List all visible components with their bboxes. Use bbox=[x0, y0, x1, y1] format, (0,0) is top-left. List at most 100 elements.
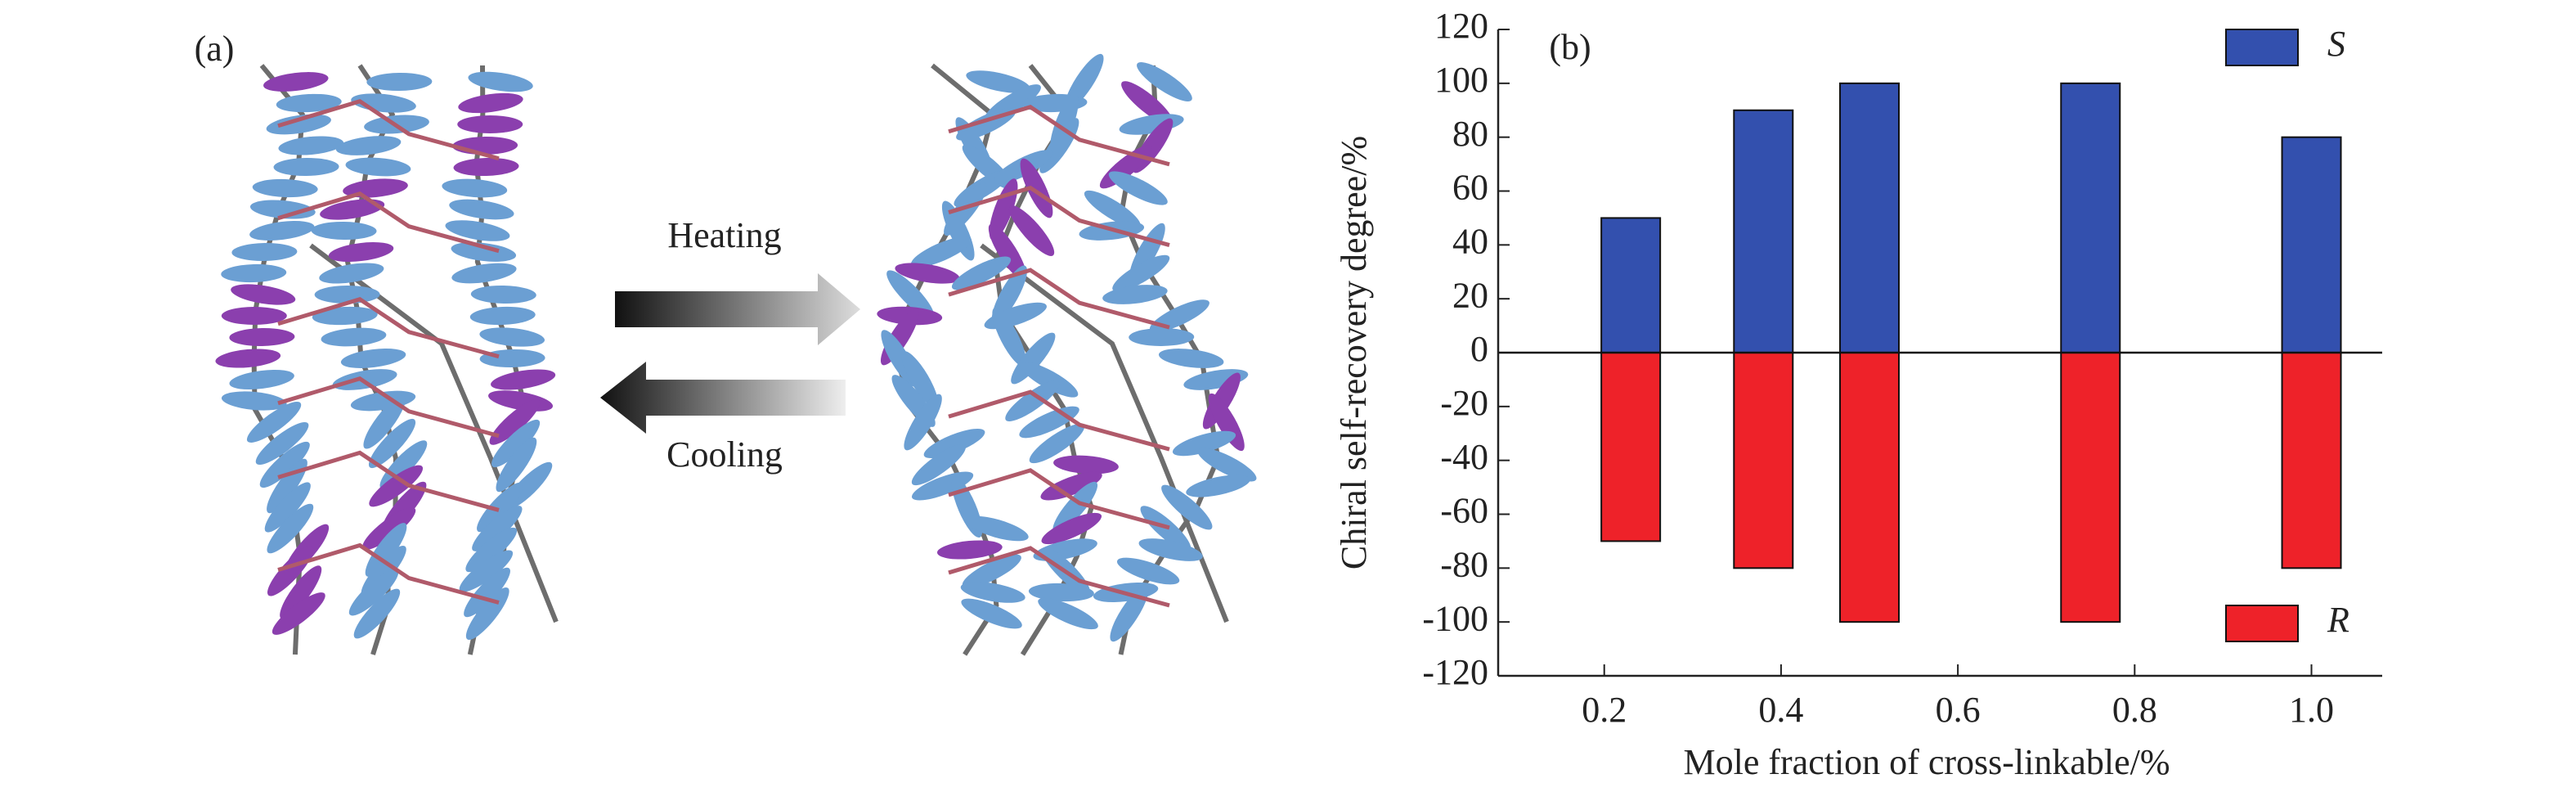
mesogen-purple bbox=[895, 263, 960, 284]
cross-link bbox=[948, 468, 1170, 530]
mesogen-purple bbox=[1121, 81, 1174, 125]
bar bbox=[1600, 352, 1662, 542]
mesogen-blue bbox=[904, 394, 942, 451]
bar bbox=[2281, 136, 2342, 354]
bar bbox=[1733, 109, 1794, 353]
mesogen-blue bbox=[366, 72, 433, 92]
y-tick-label: 120 bbox=[1434, 6, 1488, 46]
illustration bbox=[215, 53, 1257, 656]
mesogen-blue bbox=[960, 582, 1025, 603]
mesogen-blue bbox=[1110, 585, 1149, 642]
mesogen-blue bbox=[992, 308, 1026, 367]
mesogen-blue bbox=[255, 421, 309, 466]
mesogen-blue bbox=[221, 263, 287, 283]
y-tick-label: -80 bbox=[1440, 544, 1488, 584]
mesogen-blue bbox=[273, 157, 339, 177]
mesogen-blue bbox=[451, 263, 517, 284]
mesogen-blue bbox=[1138, 538, 1203, 561]
mesogen-blue bbox=[1108, 171, 1168, 205]
cross-link bbox=[277, 297, 500, 359]
x-tick-label: 1.0 bbox=[2289, 690, 2334, 730]
cross-link bbox=[948, 268, 1170, 330]
mesogen-purple bbox=[457, 115, 523, 134]
mesogen-blue bbox=[1116, 557, 1180, 585]
mesogen-blue bbox=[278, 136, 344, 155]
cross-link bbox=[277, 99, 500, 161]
mesogen-purple bbox=[489, 399, 541, 445]
y-tick-label: 0 bbox=[1470, 329, 1488, 369]
mesogen-purple bbox=[221, 306, 287, 326]
mesogen-blue bbox=[449, 199, 514, 220]
mesogen-purple bbox=[229, 327, 295, 347]
x-tick-label: 0.4 bbox=[1758, 690, 1803, 730]
mesogen-blue bbox=[1084, 190, 1141, 229]
mesogen-blue bbox=[321, 327, 387, 347]
mesogen-purple bbox=[988, 223, 1027, 281]
mesogen-purple bbox=[1008, 205, 1055, 256]
heating-label: Heating bbox=[667, 215, 781, 255]
x-tick-label: 0.2 bbox=[1582, 690, 1627, 730]
mesogen-blue bbox=[348, 569, 399, 616]
legend-label: S bbox=[2327, 24, 2345, 64]
y-axis-label: Chiral self-recovery degree/% bbox=[1334, 136, 1374, 569]
mesogen-blue bbox=[314, 285, 380, 304]
mesogen-blue bbox=[335, 136, 402, 155]
mesogen-purple bbox=[231, 284, 296, 305]
bar bbox=[1600, 217, 1662, 353]
mesogen-blue bbox=[249, 200, 316, 219]
mesogen-blue bbox=[923, 428, 985, 459]
mesogen-blue bbox=[276, 93, 342, 113]
mesogen-blue bbox=[1158, 349, 1224, 368]
x-axis-label: Mole fraction of cross-linkable/% bbox=[1683, 742, 2170, 782]
mesogen-blue bbox=[479, 327, 545, 347]
y-tick-label: 60 bbox=[1452, 168, 1488, 208]
mesogen-blue bbox=[1005, 380, 1060, 421]
cooling-arrow bbox=[600, 362, 846, 434]
mesogen-blue bbox=[472, 506, 523, 551]
mesogen-blue bbox=[470, 285, 536, 304]
mesogen-blue bbox=[379, 440, 428, 489]
mesogen-blue bbox=[1129, 327, 1195, 347]
mesogen-purple bbox=[320, 199, 385, 220]
x-tick-label: 0.6 bbox=[1936, 690, 1981, 730]
mesogen-blue bbox=[266, 114, 331, 135]
mesogen-blue bbox=[1197, 448, 1257, 482]
cross-link bbox=[948, 105, 1170, 167]
mesogen-blue bbox=[1038, 597, 1098, 630]
mesogen-blue bbox=[477, 482, 523, 533]
mesogen-purple bbox=[272, 592, 325, 635]
polymer-strand bbox=[980, 243, 1229, 623]
mesogen-blue bbox=[252, 178, 318, 198]
y-tick-label: 100 bbox=[1434, 60, 1488, 100]
heating-arrow bbox=[615, 273, 860, 345]
mesogen-blue bbox=[246, 402, 302, 443]
mesogen-blue bbox=[1011, 332, 1056, 385]
mesogen-blue bbox=[1149, 299, 1209, 332]
legend-label: R bbox=[2327, 600, 2349, 640]
bar bbox=[2060, 82, 2121, 353]
mesogen-purple bbox=[1053, 455, 1119, 475]
mesogen-blue bbox=[340, 348, 406, 369]
cross-link bbox=[277, 450, 500, 512]
mesogen-purple bbox=[936, 540, 1003, 560]
mesogen-purple bbox=[453, 157, 519, 177]
mesogen-purple bbox=[369, 465, 424, 507]
mesogen-blue bbox=[951, 256, 1012, 290]
mesogen-purple bbox=[1208, 393, 1245, 452]
mesogen-blue bbox=[221, 391, 287, 411]
y-tick-label: 40 bbox=[1452, 221, 1488, 261]
mesogen-purple bbox=[215, 349, 281, 368]
mesogen-blue bbox=[910, 236, 972, 268]
mesogen-blue bbox=[468, 71, 533, 92]
mesogen-blue bbox=[345, 157, 411, 177]
mesogen-blue bbox=[464, 567, 510, 618]
mesogen-blue bbox=[353, 588, 401, 639]
mesogen-blue bbox=[479, 349, 545, 368]
mesogen-blue bbox=[442, 178, 508, 198]
panel-label: (a) bbox=[195, 29, 235, 69]
mesogen-blue bbox=[465, 527, 518, 573]
cross-link bbox=[277, 191, 500, 254]
mesogen-purple bbox=[328, 242, 394, 262]
